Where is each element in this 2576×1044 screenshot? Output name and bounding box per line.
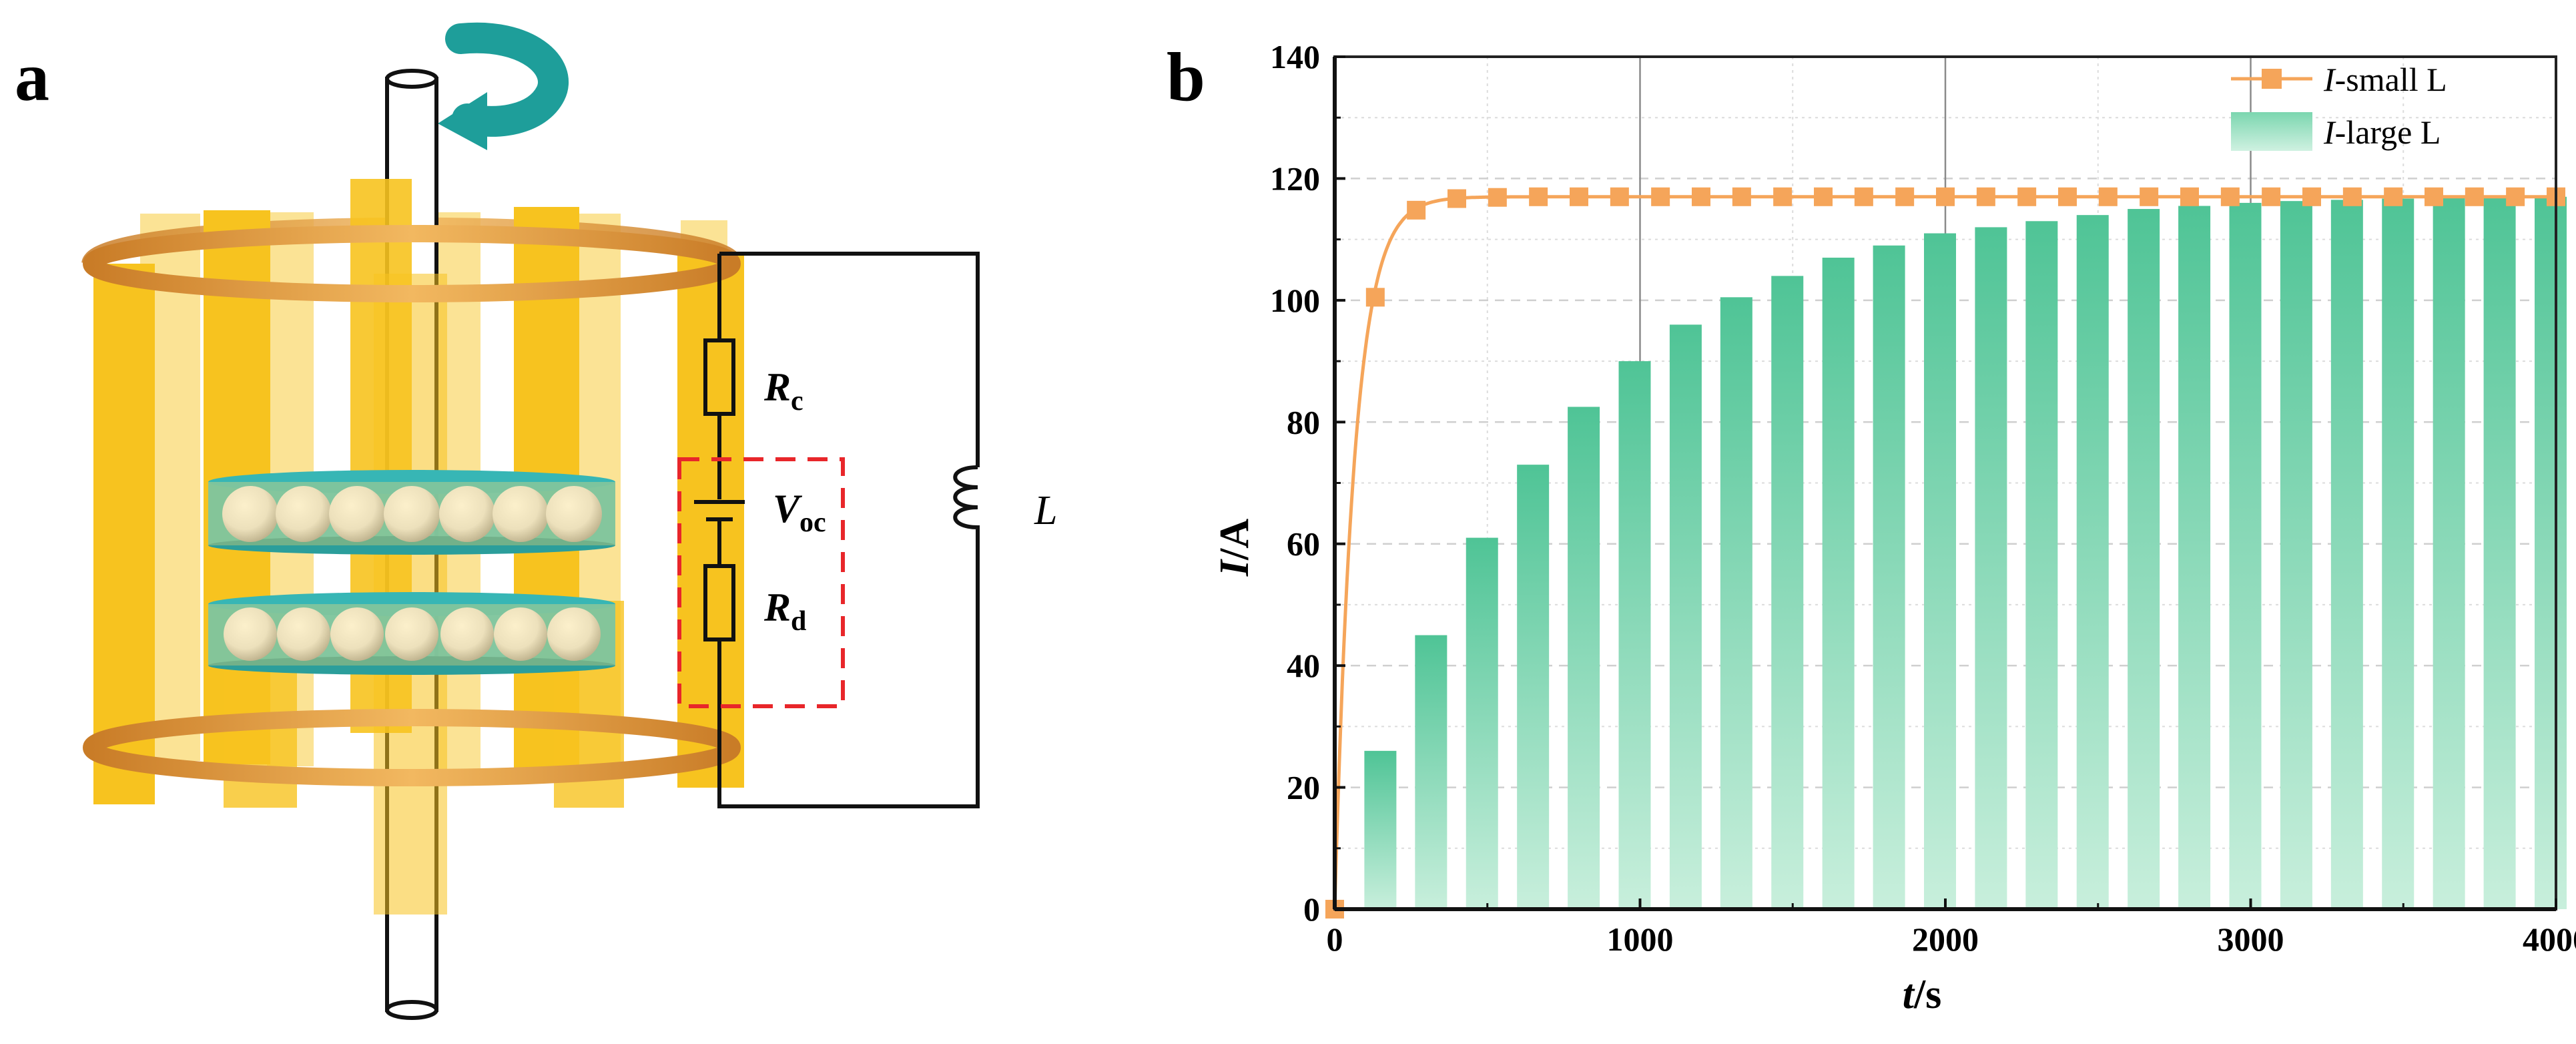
y-tick-label: 0: [1303, 890, 1320, 928]
rotation-arrow-icon: [438, 22, 569, 150]
label-rd: Rd: [763, 585, 806, 637]
line-marker: [1773, 187, 1793, 206]
label-inductor: L: [1034, 488, 1057, 533]
y-tick-label: 120: [1270, 160, 1320, 197]
line-marker: [1814, 187, 1833, 206]
y-tick-label: 60: [1287, 525, 1320, 563]
y-tick-label: 140: [1270, 38, 1320, 75]
bearing-upper: [208, 470, 615, 555]
bar: [2280, 201, 2312, 909]
panel-a-label: a: [15, 39, 49, 115]
x-axis-label: t/s: [1903, 972, 1942, 1017]
y-tick-label: 100: [1270, 282, 1320, 319]
bar-series: [1364, 196, 2567, 910]
line-marker: [1895, 187, 1915, 206]
bar: [2229, 202, 2262, 909]
bar: [1568, 407, 1600, 909]
line-marker: [2425, 187, 2443, 206]
line-marker: [2140, 187, 2159, 206]
y-axis-label: I/A: [1212, 519, 1257, 577]
bar: [2025, 221, 2058, 909]
line-marker: [2262, 187, 2281, 206]
bar: [1822, 258, 1855, 909]
bar: [1771, 276, 1804, 909]
bar: [2483, 197, 2516, 910]
line-marker: [2180, 187, 2199, 206]
legend-label-small: I-small L: [2323, 61, 2447, 98]
line-marker: [2342, 187, 2362, 206]
legend: I-small L I-large L: [2231, 61, 2447, 151]
bar: [1415, 635, 1447, 909]
bar: [2076, 215, 2109, 910]
x-tick-label: 0: [1327, 921, 1343, 958]
bar: [1669, 324, 1702, 909]
line-marker: [2302, 187, 2321, 206]
inductor-coil: [953, 465, 980, 534]
line-marker: [1854, 187, 1873, 206]
line-marker: [2465, 187, 2484, 206]
x-tick-label: 3000: [2218, 921, 2284, 958]
bar: [1924, 233, 1956, 909]
line-marker: [1976, 187, 1995, 206]
y-tick-label: 20: [1287, 769, 1320, 806]
legend-label-large: I-large L: [2323, 113, 2441, 151]
label-voc: Voc: [773, 487, 826, 538]
line-marker: [1365, 288, 1385, 307]
line-marker: [1610, 187, 1629, 206]
bar: [2128, 209, 2160, 910]
legend-bar-swatch: [2231, 112, 2312, 151]
line-marker: [2017, 187, 2037, 206]
line-marker: [2098, 187, 2118, 206]
bar: [2535, 196, 2567, 909]
line-marker: [1407, 200, 1426, 220]
line-marker: [1447, 189, 1466, 208]
line-marker: [1488, 188, 1507, 207]
internal-source-box: [677, 457, 845, 708]
y-tick-label: 80: [1287, 403, 1320, 441]
collector-rings: [83, 225, 741, 786]
bar: [1975, 227, 2007, 909]
bar: [1466, 537, 1498, 909]
tick-labels: 0 20 40 60 80 100 120 140 0 1000 2000 3000 4000: [1270, 38, 2576, 958]
equivalent-circuit: [677, 252, 980, 808]
line-marker: [2220, 187, 2240, 206]
panel-b-chart: b 0 20 40 60 80 100 120 140 0 1000 2000 3000 4000 t/…: [1167, 38, 2576, 1017]
panel-a-diagram: a: [15, 22, 1057, 1020]
line-marker: [1651, 187, 1670, 206]
x-tick-label: 2000: [1912, 921, 1979, 958]
line-marker: [1570, 187, 1588, 206]
line-marker: [1692, 187, 1710, 206]
legend-marker-swatch: [2262, 69, 2282, 89]
x-tick-label: 4000: [2523, 921, 2576, 958]
line-marker: [2058, 187, 2077, 206]
bar: [2330, 200, 2363, 910]
line-marker: [2506, 187, 2525, 206]
bar: [1873, 245, 1905, 909]
bar: [2178, 206, 2211, 910]
bar: [1364, 750, 1397, 909]
x-tick-label: 1000: [1607, 921, 1674, 958]
chart-axes: [1333, 55, 2557, 911]
line-series: [1325, 187, 2565, 919]
bar: [2433, 198, 2465, 909]
bar: [1720, 297, 1752, 910]
line-marker: [2384, 187, 2403, 206]
line-marker: [1936, 187, 1955, 206]
line-marker: [1732, 187, 1751, 206]
bar: [1517, 465, 1550, 909]
bearing-lower: [208, 592, 615, 675]
line-marker: [1529, 187, 1548, 206]
y-tick-label: 40: [1287, 647, 1320, 684]
bar: [2382, 198, 2414, 909]
label-rc: Rc: [763, 365, 803, 417]
bar: [1618, 361, 1651, 909]
panel-b-label: b: [1167, 39, 1205, 115]
